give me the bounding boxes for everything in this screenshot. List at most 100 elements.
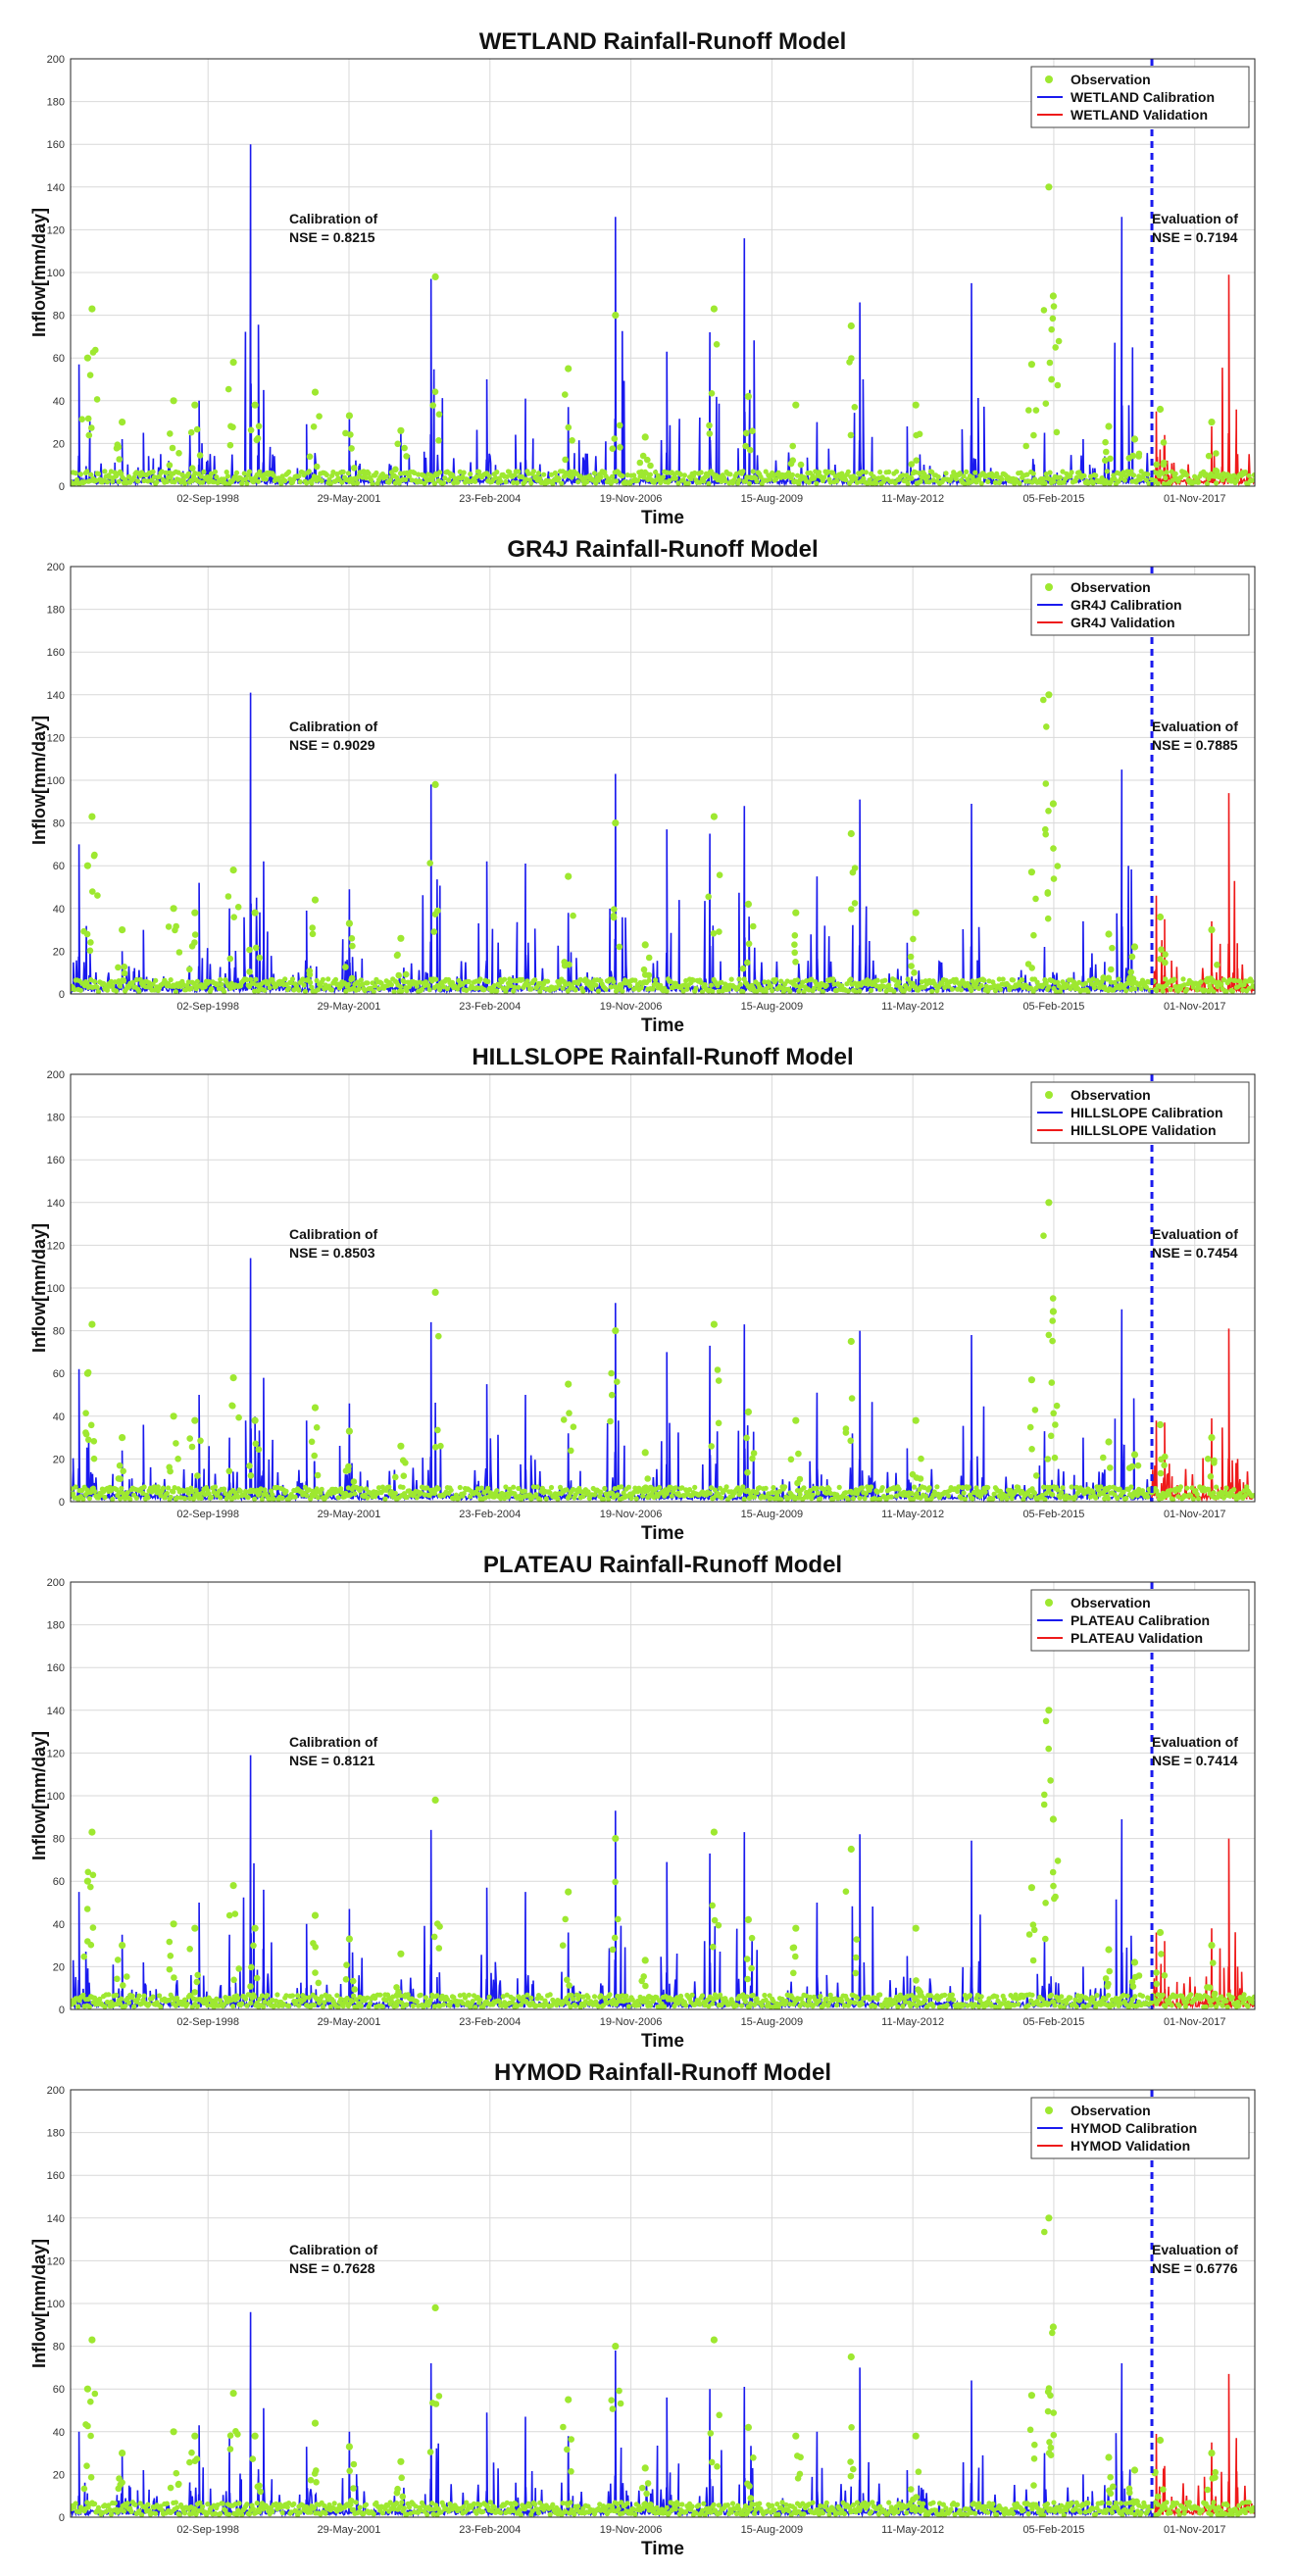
observation-point [286, 2003, 292, 2008]
observation-point [325, 976, 331, 982]
evaluation-annotation-line1: Evaluation of [1152, 718, 1238, 734]
y-tick-label: 100 [47, 2299, 65, 2310]
observation-point [186, 1435, 193, 1442]
observation-point [810, 2004, 816, 2009]
observation-point [229, 1403, 236, 1410]
observation-point [252, 944, 260, 952]
observation-point [1220, 2003, 1225, 2008]
observation-point [404, 988, 410, 994]
observation-point [320, 976, 326, 982]
observation-point [255, 478, 262, 484]
observation-point [1027, 1376, 1035, 1384]
observation-point [435, 411, 443, 419]
observation-point [170, 905, 177, 913]
observation-point [640, 1493, 646, 1499]
observation-point [792, 909, 800, 916]
observation-point [532, 977, 538, 983]
observation-point [1028, 965, 1035, 971]
observation-point [1098, 1484, 1104, 1490]
observation-point [676, 1493, 682, 1499]
observation-point [243, 1488, 249, 1495]
observation-point [1203, 471, 1209, 477]
observation-point [1027, 361, 1035, 369]
observation-point [742, 429, 750, 437]
observation-point [136, 988, 142, 994]
observation-point [78, 416, 85, 423]
observation-point [1046, 984, 1052, 990]
observation-point [1216, 2001, 1221, 2006]
observation-point [1135, 453, 1142, 460]
observation-point [915, 1986, 921, 1993]
observation-point [647, 1484, 654, 1492]
observation-point [958, 987, 965, 993]
y-tick-label: 80 [53, 311, 65, 322]
observation-point [569, 437, 575, 444]
observation-point [999, 2001, 1005, 2006]
observation-point [1163, 475, 1169, 481]
observation-point [146, 2001, 152, 2007]
observation-point [610, 913, 618, 919]
observation-point [306, 967, 314, 974]
observation-point [1241, 1992, 1247, 1998]
y-tick-label: 200 [47, 1577, 65, 1589]
observation-point [880, 983, 887, 990]
observation-point [198, 473, 204, 479]
observation-point [787, 2002, 793, 2007]
observation-point [961, 1490, 967, 1496]
observation-point [869, 1484, 874, 1490]
observation-point [545, 978, 551, 984]
observation-point [1042, 825, 1049, 833]
observation-point [351, 1993, 357, 1999]
observation-point [792, 1924, 800, 1932]
observation-point [607, 1992, 613, 1998]
observation-point [702, 982, 708, 988]
observation-point [89, 349, 97, 356]
observation-point [1240, 987, 1246, 993]
evaluation-nse-value: NSE = 0.7885 [1152, 737, 1238, 753]
observation-point [873, 480, 879, 486]
observation-point [911, 969, 918, 976]
observation-point [119, 1485, 125, 1492]
observation-point [757, 1485, 763, 1491]
observation-point [697, 2002, 703, 2007]
observation-point [537, 988, 543, 994]
observation-point [743, 1434, 750, 1442]
observation-point [84, 1868, 92, 1876]
observation-point [432, 1444, 439, 1451]
observation-point [426, 860, 434, 867]
observation-point [1223, 988, 1229, 994]
observation-point [580, 988, 586, 994]
observation-point [582, 1999, 589, 2005]
observation-point [826, 2000, 832, 2006]
observation-point [896, 1486, 902, 1492]
observation-point [801, 1485, 807, 1491]
y-tick-label: 120 [47, 732, 65, 744]
observation-point [279, 2509, 285, 2516]
observation-point [638, 469, 645, 474]
observation-point [102, 1494, 108, 1501]
observation-point [85, 431, 93, 439]
observation-point [120, 1982, 126, 1989]
observation-point [645, 1994, 653, 2001]
observation-point [1093, 1495, 1099, 1501]
observation-point [301, 982, 307, 988]
observation-point [613, 478, 620, 484]
observation-point [1020, 1488, 1025, 1495]
y-tick-label: 180 [47, 97, 65, 109]
observation-point [764, 985, 771, 991]
observation-point [910, 935, 917, 943]
observation-point [167, 1953, 174, 1959]
observation-point [1231, 1487, 1237, 1493]
observation-point [1027, 868, 1035, 876]
observation-point [1246, 472, 1252, 478]
observation-point [252, 1994, 258, 2000]
plot-content [71, 2139, 1255, 2517]
observation-point [270, 1492, 275, 1498]
observation-point [912, 1416, 920, 1424]
observation-point [1046, 2001, 1052, 2006]
observation-point [363, 2502, 370, 2507]
y-tick-label: 140 [47, 2213, 65, 2225]
observation-point [95, 2504, 102, 2510]
observation-point [191, 931, 199, 938]
observation-point [951, 1997, 957, 2003]
